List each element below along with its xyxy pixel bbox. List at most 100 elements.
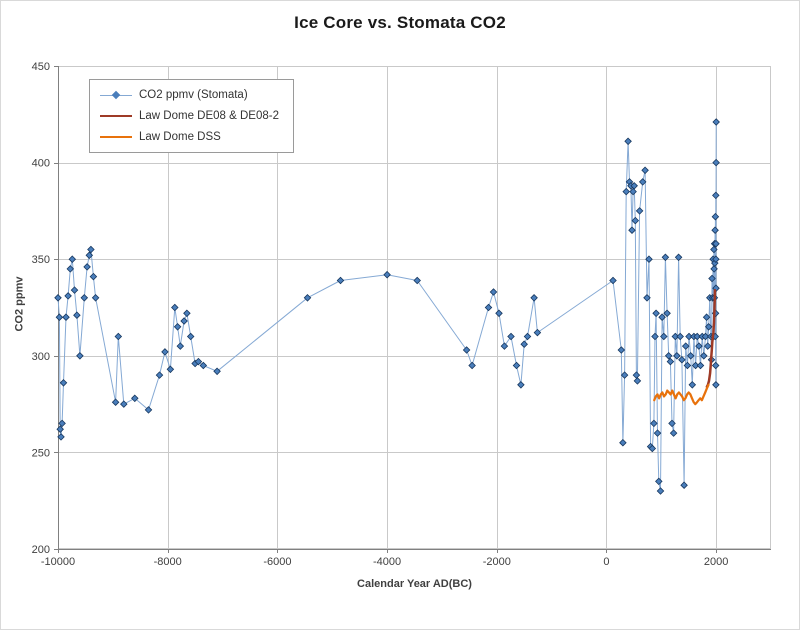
data-point <box>641 166 649 175</box>
data-point <box>489 288 498 296</box>
x-tick-label: -10000 <box>41 556 75 568</box>
data-point <box>701 332 710 341</box>
data-point <box>619 438 627 447</box>
y-tick-label: 200 <box>32 544 50 556</box>
data-point <box>62 313 70 321</box>
data-point <box>517 381 525 389</box>
data-point <box>658 313 666 321</box>
data-point <box>533 328 542 337</box>
data-point <box>73 311 81 319</box>
data-point <box>530 294 538 302</box>
data-point <box>194 357 203 366</box>
data-point <box>710 265 718 273</box>
data-point <box>173 323 182 331</box>
data-point <box>643 294 651 302</box>
data-point <box>624 137 632 146</box>
data-point <box>693 332 701 341</box>
data-point <box>91 294 100 302</box>
data-point <box>664 352 673 360</box>
data-point <box>500 342 509 350</box>
data-point <box>176 342 185 350</box>
series-2 <box>653 383 710 406</box>
data-point <box>507 332 515 341</box>
data-point <box>199 361 208 370</box>
legend-item-stomata: CO2 ppmv (Stomata) <box>100 89 279 101</box>
de08-line-swatch <box>100 114 132 117</box>
data-point <box>703 342 712 350</box>
data-point <box>155 371 164 379</box>
data-point <box>695 342 703 350</box>
legend-item-de08: Law Dome DE08 & DE08-2 <box>100 110 279 122</box>
data-point <box>68 255 77 263</box>
stomata-legend-swatch <box>100 90 132 101</box>
de08-legend-swatch <box>100 111 132 122</box>
data-point <box>710 245 718 254</box>
data-point <box>631 216 640 225</box>
data-point <box>668 419 676 428</box>
y-tick-label: 450 <box>32 61 50 73</box>
data-point <box>702 313 711 321</box>
data-point <box>56 425 64 433</box>
data-point <box>712 381 720 389</box>
chart-title: Ice Core vs. Stomata CO2 <box>294 13 506 32</box>
data-point <box>661 253 670 262</box>
data-point <box>691 361 700 370</box>
data-point <box>495 309 503 318</box>
data-point <box>711 259 719 267</box>
series-line <box>653 383 710 406</box>
data-point <box>609 276 617 285</box>
series-line <box>705 288 717 388</box>
data-point <box>708 274 716 283</box>
data-point <box>180 317 188 325</box>
data-point <box>663 309 671 318</box>
data-point <box>512 361 521 370</box>
data-point <box>681 342 690 350</box>
y-tick-label: 300 <box>32 351 50 363</box>
data-point <box>652 309 660 318</box>
data-point <box>628 226 636 234</box>
y-axis-label: CO2 ppmv <box>13 276 26 332</box>
data-point <box>462 346 471 354</box>
series-1 <box>705 288 717 388</box>
data-point <box>54 294 62 302</box>
data-point <box>673 352 681 360</box>
legend-label-dss: Law Dome DSS <box>139 131 221 143</box>
data-point <box>711 226 719 234</box>
x-tick-label: 2000 <box>704 556 728 568</box>
data-point <box>712 239 720 248</box>
data-point <box>183 309 191 318</box>
series-0 <box>54 118 720 495</box>
y-tick-label: 400 <box>32 158 50 170</box>
data-point <box>89 272 98 281</box>
data-point <box>696 361 705 370</box>
legend-label-stomata: CO2 ppmv (Stomata) <box>139 89 248 101</box>
data-point <box>645 255 653 263</box>
data-point <box>656 487 665 495</box>
data-point <box>711 361 720 370</box>
diamond-marker-icon <box>111 90 121 100</box>
data-point <box>712 118 720 126</box>
legend-label-de08: Law Dome DE08 & DE08-2 <box>139 110 279 122</box>
data-point <box>186 332 195 341</box>
y-tick-label: 350 <box>32 254 50 266</box>
data-point <box>671 332 680 341</box>
data-point <box>58 419 66 428</box>
data-point <box>651 332 659 341</box>
data-point <box>712 191 720 200</box>
data-point <box>674 253 683 262</box>
data-point <box>700 352 708 360</box>
data-point <box>620 371 629 379</box>
data-point <box>669 429 678 437</box>
gridlines <box>58 66 771 549</box>
data-point <box>413 276 421 285</box>
data-point <box>653 429 662 437</box>
data-point <box>638 178 647 186</box>
data-point <box>650 419 658 428</box>
data-point <box>635 207 644 215</box>
tick-labels: 200 250 300 350 400 450 -10000 -8000 -6000 -4000 -… <box>32 61 729 568</box>
data-point <box>648 444 657 453</box>
data-point <box>144 406 153 414</box>
x-tick-label: 0 <box>603 556 609 568</box>
data-point <box>622 187 630 196</box>
